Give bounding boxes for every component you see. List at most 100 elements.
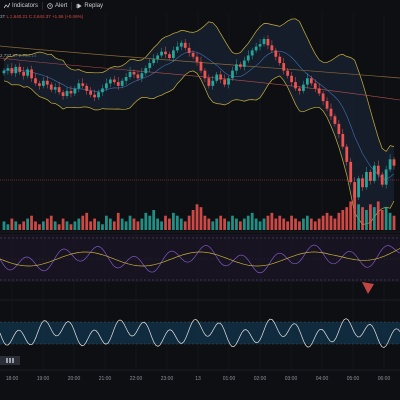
- candle: [282, 63, 286, 71]
- candle: [89, 90, 93, 95]
- candle: [38, 83, 41, 86]
- volume-bar: [2, 221, 6, 230]
- volume-bar: [144, 212, 148, 230]
- candle: [215, 74, 219, 81]
- candle: [93, 94, 96, 98]
- volume-bar: [270, 212, 274, 230]
- time-axis-label: 21:00: [99, 376, 112, 382]
- candle: [191, 52, 195, 57]
- timezone-toggle-button[interactable]: [0, 356, 20, 365]
- volume-bar: [195, 204, 199, 230]
- volume-bar: [388, 212, 392, 230]
- grip-icon: [12, 358, 14, 363]
- candle: [61, 92, 65, 96]
- candle: [187, 47, 191, 53]
- candle: [305, 78, 309, 85]
- volume-bar: [148, 215, 152, 230]
- candle: [361, 178, 364, 188]
- candle: [203, 70, 207, 79]
- volume-bar: [10, 218, 14, 230]
- candle: [124, 77, 128, 81]
- rsi-line: [0, 244, 400, 274]
- oscillator-line: [0, 318, 400, 348]
- volume-bar: [164, 215, 167, 230]
- candle: [73, 88, 77, 94]
- volume-bar: [361, 207, 364, 230]
- candle: [30, 69, 33, 79]
- time-axis-label: 02:00: [254, 376, 267, 382]
- alert-button[interactable]: Alert: [43, 0, 71, 12]
- toolbar-divider: [71, 2, 73, 10]
- grip-icon: [9, 358, 11, 363]
- time-axis-label: 05:00: [347, 376, 360, 382]
- replay-button[interactable]: Replay: [72, 0, 107, 12]
- volume-bar: [105, 215, 108, 230]
- candle: [172, 50, 175, 58]
- indicators-button[interactable]: Indicators: [0, 0, 42, 12]
- candle: [34, 78, 37, 84]
- indicators-label: Indicators: [12, 3, 39, 9]
- volume-bar: [45, 218, 49, 230]
- candle: [140, 73, 144, 79]
- volume-bar: [345, 207, 349, 230]
- candle: [274, 50, 278, 57]
- candle: [258, 44, 262, 47]
- volume-bar: [372, 207, 376, 230]
- candle: [53, 87, 57, 90]
- candle: [357, 178, 360, 198]
- volume-bar: [250, 212, 254, 230]
- oscillator-band: [0, 322, 400, 344]
- candle: [85, 85, 89, 91]
- moving-average-long: [0, 45, 400, 79]
- volume-bar: [341, 210, 345, 230]
- volume-bar: [305, 215, 309, 230]
- volume-bar: [6, 224, 10, 230]
- candle: [353, 182, 357, 198]
- volume-bar: [81, 215, 85, 230]
- volume-bar: [199, 207, 203, 230]
- candle: [384, 169, 388, 185]
- volume-bar: [179, 218, 183, 230]
- candle: [65, 90, 69, 96]
- volume-bar: [211, 221, 215, 230]
- volume-bar: [231, 215, 234, 230]
- volume-bar: [238, 221, 242, 230]
- candle: [2, 70, 6, 74]
- candle: [235, 64, 238, 71]
- candle: [156, 55, 160, 60]
- bollinger-middle: [3, 50, 395, 180]
- volume-bar: [128, 215, 132, 230]
- volume-bar: [384, 207, 388, 230]
- candle: [388, 159, 392, 170]
- candle: [199, 61, 203, 71]
- legend-ohlc: L 2,640.21 C 2,648.37 +1.56 (+0.06%): [6, 14, 84, 19]
- candle: [160, 51, 163, 56]
- volume-bar: [112, 221, 116, 230]
- candle: [238, 64, 242, 67]
- volume-bar: [227, 221, 230, 230]
- time-axis-label: 03:00: [285, 376, 298, 382]
- candle: [223, 79, 226, 85]
- volume-bar: [235, 218, 238, 230]
- volume-bar: [85, 212, 89, 230]
- candle: [41, 80, 45, 86]
- volume-bar: [286, 221, 290, 230]
- time-axis-label: 22:00: [130, 376, 143, 382]
- alert-clock-icon: [47, 3, 53, 9]
- price-legend: 3T L 2,640.21 C 2,648.37 +1.56 (+0.06%): [0, 14, 83, 19]
- candle: [152, 59, 156, 64]
- candle: [207, 78, 211, 86]
- volume-bar: [124, 221, 128, 230]
- volume-bar: [172, 212, 175, 230]
- candle: [294, 82, 297, 89]
- volume-bar: [329, 215, 333, 230]
- time-axis-label: 18:00: [6, 376, 19, 382]
- volume-bar: [38, 224, 41, 230]
- moving-average-mid: [0, 57, 400, 101]
- candle: [144, 68, 148, 74]
- candle: [270, 45, 274, 51]
- candle: [392, 159, 396, 166]
- time-axis-label: 01:00: [223, 376, 236, 382]
- volume-bar: [262, 218, 266, 230]
